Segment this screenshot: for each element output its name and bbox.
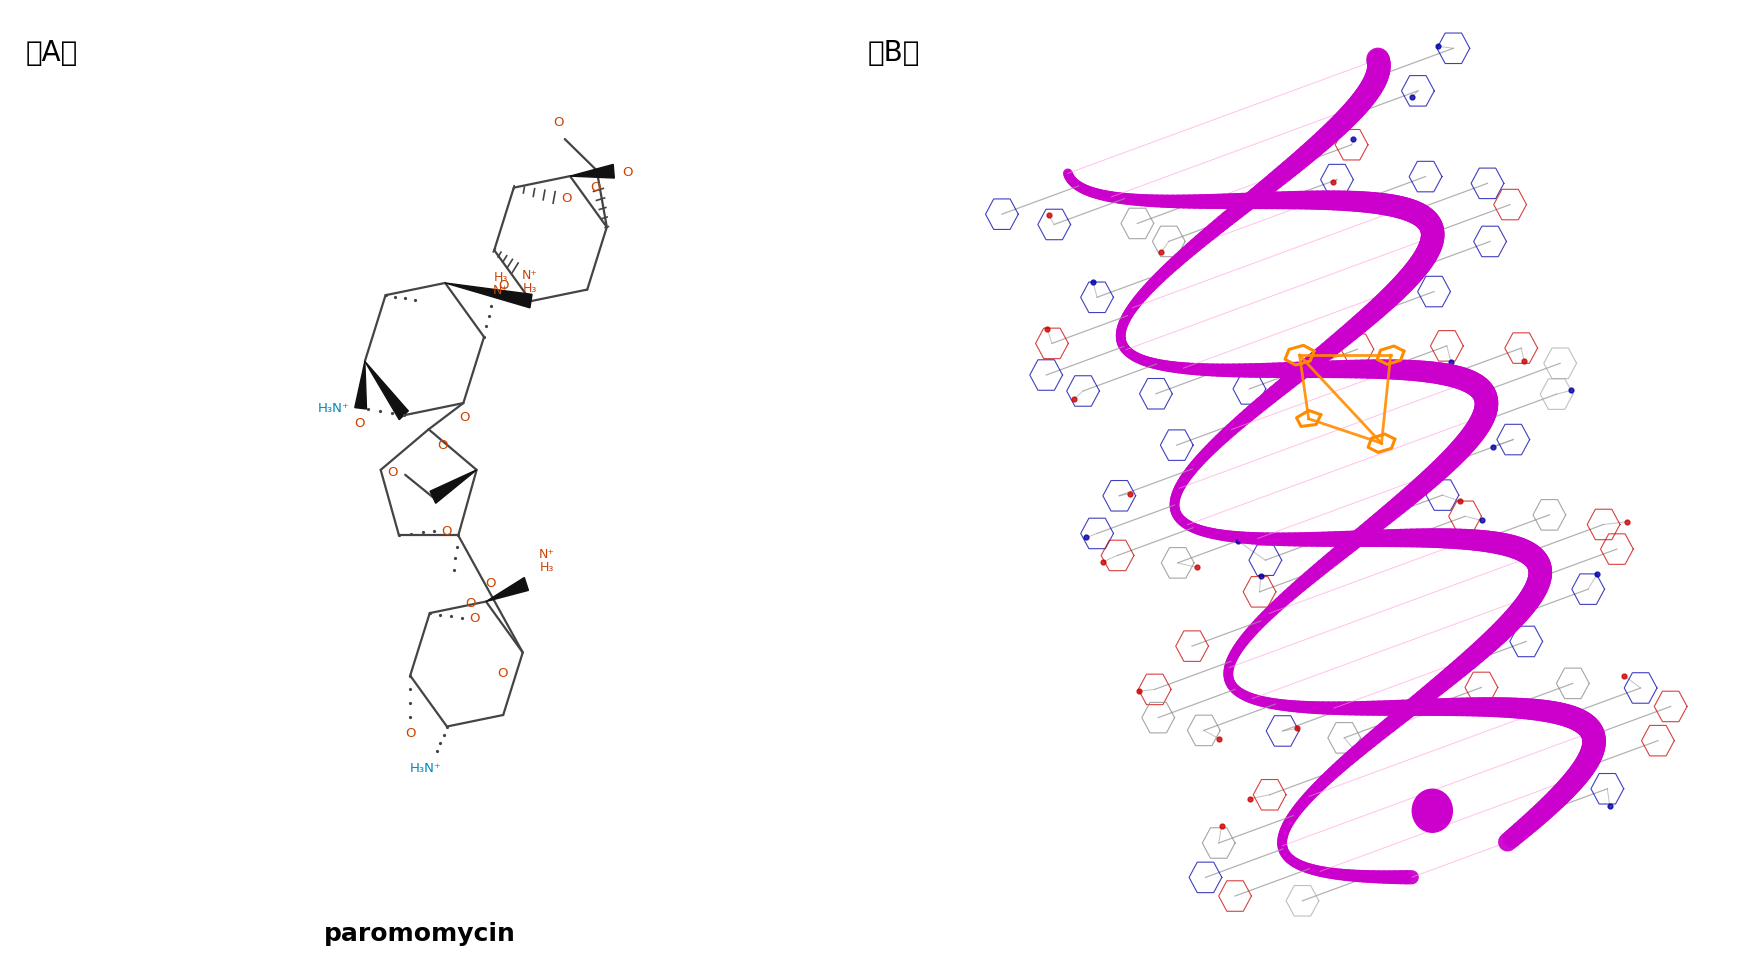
Text: O: O <box>404 726 415 739</box>
Polygon shape <box>431 470 476 504</box>
Text: （A）: （A） <box>25 39 77 67</box>
Text: O: O <box>497 278 508 291</box>
Text: paromomycin: paromomycin <box>324 921 517 945</box>
Text: H₃N⁺: H₃N⁺ <box>410 761 441 775</box>
Polygon shape <box>445 283 532 309</box>
Text: N⁺
H₃: N⁺ H₃ <box>522 270 538 295</box>
Text: O: O <box>438 439 448 451</box>
Text: H₃
N⁺: H₃ N⁺ <box>492 271 510 297</box>
Text: O: O <box>387 466 397 479</box>
Polygon shape <box>571 165 615 179</box>
Polygon shape <box>364 362 408 420</box>
Polygon shape <box>355 362 366 409</box>
Text: O: O <box>466 596 476 610</box>
Text: O: O <box>441 525 452 537</box>
Text: O: O <box>469 612 480 625</box>
Text: H₃N⁺: H₃N⁺ <box>317 402 348 414</box>
Text: O: O <box>485 576 496 589</box>
Text: O: O <box>354 417 364 430</box>
Circle shape <box>1413 789 1452 832</box>
Text: O: O <box>562 191 573 205</box>
Text: O: O <box>622 165 632 179</box>
Polygon shape <box>487 578 529 602</box>
Text: O: O <box>590 182 601 194</box>
Text: O: O <box>553 116 564 129</box>
Text: （B）: （B） <box>868 39 921 67</box>
Text: O: O <box>459 410 469 423</box>
Text: N⁺
H₃: N⁺ H₃ <box>539 548 555 573</box>
Text: O: O <box>497 665 508 679</box>
